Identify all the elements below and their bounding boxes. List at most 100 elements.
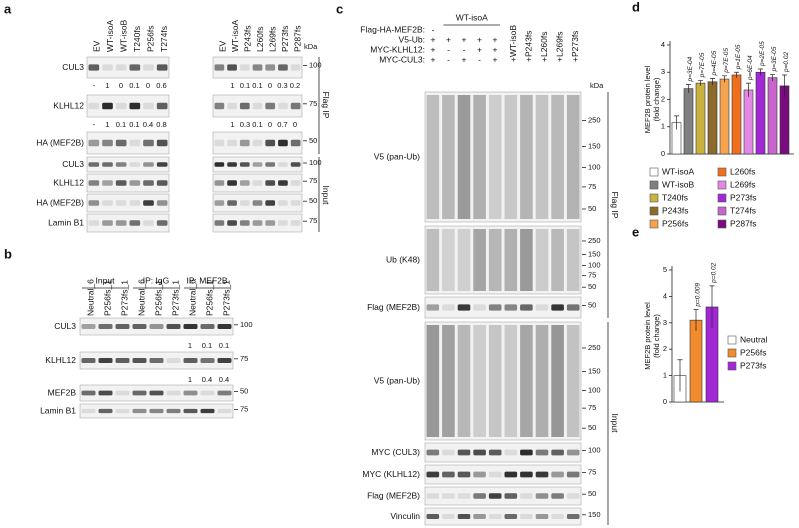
smear — [488, 229, 502, 291]
band — [457, 449, 471, 456]
sign: + — [493, 34, 498, 44]
band — [504, 513, 518, 520]
smear — [488, 325, 502, 437]
marker-label: 75 — [309, 99, 317, 108]
quant: 1 — [188, 375, 192, 384]
band — [166, 408, 181, 414]
quant: 0.1 — [219, 341, 229, 350]
smear — [520, 325, 533, 437]
row-label: MYC (CUL3) — [371, 447, 420, 457]
band — [129, 220, 141, 226]
blot — [86, 94, 170, 118]
smear — [520, 229, 533, 291]
band — [81, 390, 96, 396]
marker-label: 100 — [588, 162, 601, 171]
quant: 1 — [230, 120, 234, 129]
band — [239, 102, 250, 110]
band — [143, 64, 154, 71]
legend-swatch — [717, 193, 727, 203]
quant: 0.3 — [277, 81, 287, 90]
band — [102, 139, 113, 147]
band — [252, 64, 263, 71]
band — [290, 102, 301, 110]
band — [290, 180, 301, 186]
band — [102, 180, 113, 186]
lane-label: P273fs_1 — [221, 280, 231, 316]
legend-label: P273fs — [740, 360, 766, 370]
band — [115, 220, 127, 226]
band — [488, 493, 502, 499]
band — [129, 180, 141, 186]
quant: 0.1 — [202, 341, 212, 350]
error-bar — [770, 74, 775, 81]
smear — [504, 95, 518, 219]
error-bar — [698, 80, 703, 86]
row-label: V5 (pan-Ub) — [374, 151, 420, 161]
band — [265, 162, 276, 167]
sign: - — [432, 24, 435, 34]
lane-label: +L269fs — [554, 32, 564, 63]
error-bar — [686, 84, 691, 93]
band — [252, 139, 263, 147]
p-value: p=3E-05 — [771, 46, 778, 72]
smear — [473, 229, 486, 291]
band — [442, 449, 455, 456]
p-value: p=6E-04 — [747, 55, 754, 81]
band — [98, 357, 113, 364]
blot — [86, 156, 170, 173]
y-tick-label: 3 — [661, 67, 665, 76]
marker-label: 75 — [588, 182, 596, 191]
band — [227, 220, 237, 226]
band — [265, 200, 276, 206]
error-bar — [722, 75, 727, 83]
smear — [442, 325, 455, 437]
band — [183, 357, 198, 364]
lane-label: P273fs_1 — [170, 280, 180, 316]
band — [214, 64, 225, 71]
blot — [212, 213, 303, 233]
band — [520, 513, 533, 520]
band — [217, 408, 232, 414]
band — [183, 408, 198, 414]
error-bar — [693, 309, 699, 331]
smear — [457, 325, 471, 437]
band — [115, 162, 127, 167]
lane-label: P287fs — [292, 26, 302, 52]
smear — [442, 95, 455, 219]
row-label: Lamin B1 — [48, 217, 84, 227]
band — [252, 220, 263, 226]
quant: 0.7 — [277, 120, 287, 129]
sign: + — [431, 34, 436, 44]
error-bar — [710, 78, 715, 86]
blot — [424, 225, 582, 295]
band — [265, 64, 276, 71]
marker-label: 50 — [588, 204, 596, 213]
smear — [535, 325, 549, 437]
band — [426, 493, 440, 499]
band — [252, 162, 263, 167]
lane-label: P273fs_1 — [119, 280, 129, 316]
legend-swatch — [649, 180, 659, 190]
condition-label: V5-Ub: — [399, 34, 425, 44]
band — [504, 471, 518, 478]
side-label: Input — [610, 414, 620, 434]
legend-label: P287fs — [730, 218, 756, 228]
band — [473, 304, 486, 311]
legend-swatch — [727, 348, 737, 358]
y-axis-label: MEF2B protein level — [643, 65, 652, 133]
marker-label: 50 — [588, 300, 596, 309]
quant: - — [93, 120, 96, 129]
band — [520, 304, 533, 311]
band — [278, 200, 288, 206]
lane-label: +WT-isoB — [508, 25, 518, 62]
error-bar — [746, 82, 751, 97]
band — [115, 390, 130, 396]
marker-label: 100 — [240, 320, 253, 329]
error-bar — [734, 71, 739, 78]
sign: + — [431, 54, 436, 64]
band — [488, 304, 502, 311]
row-label: Flag (MEF2B) — [367, 302, 420, 312]
band — [115, 102, 127, 110]
legend-label: T274fs — [730, 205, 756, 215]
